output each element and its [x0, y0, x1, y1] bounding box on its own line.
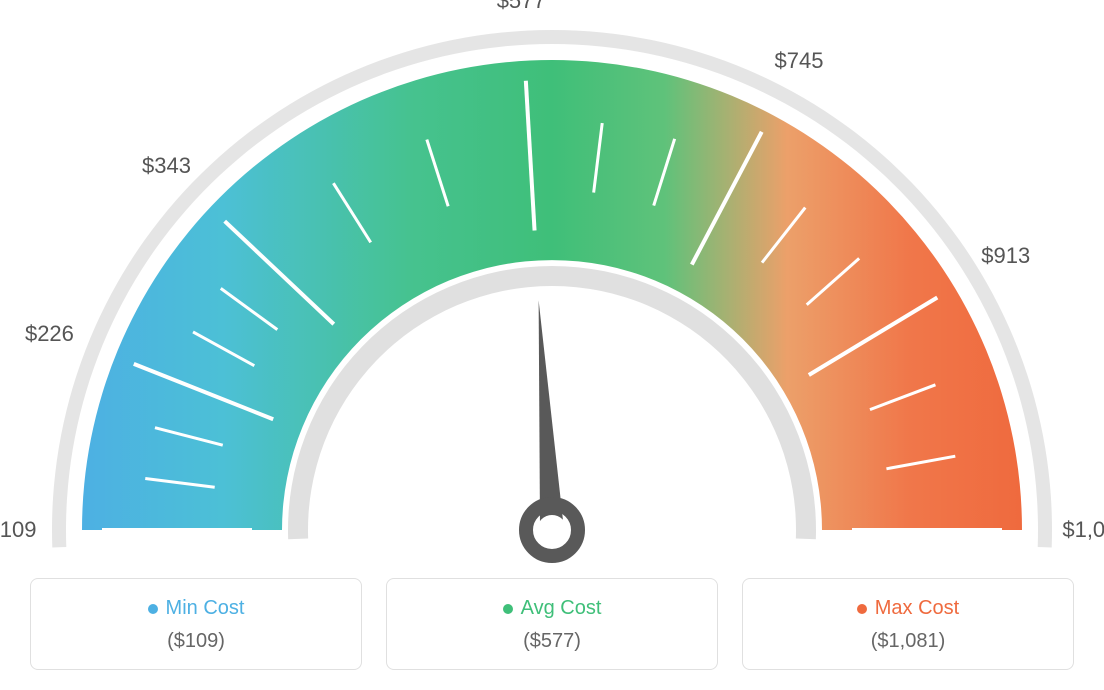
gauge-tick-label: $343 — [142, 153, 191, 179]
legend-value-avg: ($577) — [397, 630, 707, 653]
legend-card-avg: Avg Cost ($577) — [386, 578, 718, 670]
gauge-tick-label: $226 — [25, 321, 74, 347]
legend-label-avg: Avg Cost — [521, 597, 602, 620]
legend-card-min: Min Cost ($109) — [30, 578, 362, 670]
gauge-area: $109 $226 $343 $577 $745 $913 $1,081 — [0, 0, 1104, 570]
gauge-needle — [539, 300, 564, 530]
gauge-tick-label: $577 — [497, 0, 546, 14]
legend-value-min: ($109) — [41, 630, 351, 653]
legend-label-min: Min Cost — [166, 597, 245, 620]
gauge-svg — [0, 0, 1104, 570]
legend-card-max: Max Cost ($1,081) — [742, 578, 1074, 670]
gauge-tick-label: $745 — [775, 48, 824, 74]
gauge-tick-label: $109 — [0, 517, 36, 543]
legend-dot-min — [148, 604, 158, 614]
gauge-needle-hub-inner — [537, 515, 567, 545]
legend-value-max: ($1,081) — [753, 630, 1063, 653]
legend-row: Min Cost ($109) Avg Cost ($577) Max Cost… — [30, 578, 1074, 670]
cost-gauge-chart: $109 $226 $343 $577 $745 $913 $1,081 Min Cost … — [0, 0, 1104, 690]
gauge-tick-label: $913 — [981, 243, 1030, 269]
legend-label-max: Max Cost — [875, 597, 959, 620]
legend-dot-max — [857, 604, 867, 614]
gauge-tick-label: $1,081 — [1062, 517, 1104, 543]
legend-dot-avg — [503, 604, 513, 614]
